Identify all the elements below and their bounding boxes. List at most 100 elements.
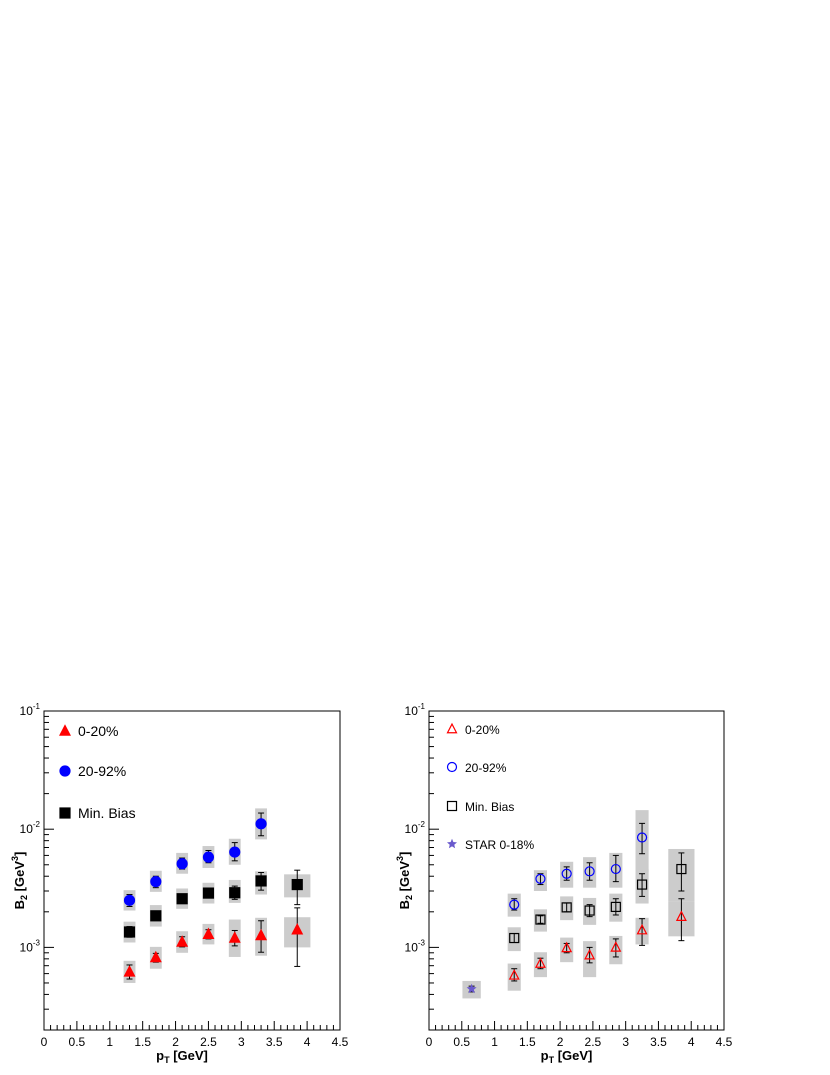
x-axis-title: pT [GeV] [156, 1048, 208, 1065]
x-tick-label: 1.5 [134, 1035, 151, 1049]
data-point [229, 887, 241, 899]
data-point [636, 832, 648, 843]
series-0-20- [123, 907, 304, 980]
data-point [584, 866, 595, 877]
series-min-bias [509, 852, 687, 944]
x-tick-label: 0.5 [453, 1035, 470, 1049]
data-point [229, 846, 241, 858]
y-tick-label: 10-1 [20, 702, 41, 718]
x-axis: 0 0.5 1 1.5 2 2.5 3 3.5 4 4.5 [41, 1021, 349, 1049]
x-tick-label: 4.5 [332, 1035, 349, 1049]
data-point [534, 957, 546, 968]
data-point [202, 887, 215, 899]
x-tick-label: 3 [622, 1035, 629, 1049]
data-point [509, 899, 520, 910]
x-tick-label: 3.5 [266, 1035, 283, 1049]
chart-panel-2: 0 0.5 1 1.5 2 2.5 3 3.5 4 4.5 10-3 10-2 10-1 pT [GeV]… [395, 702, 733, 1065]
data-point [149, 950, 162, 963]
x-tick-label: 0 [426, 1035, 433, 1049]
data-point [466, 983, 477, 994]
x-tick-label: 2 [557, 1035, 564, 1049]
data-point [176, 893, 188, 905]
data-point [610, 941, 622, 952]
data-point [255, 928, 268, 941]
data-point [176, 858, 188, 870]
legend-marker [446, 722, 458, 734]
x-axis: 0 0.5 1 1.5 2 2.5 3 3.5 4 4.5 [426, 1021, 733, 1049]
y-tick-label: 10-2 [405, 820, 426, 836]
y-tick-label: 10-3 [20, 938, 41, 954]
series-star-0-18- [466, 983, 477, 994]
series-20-92- [123, 812, 267, 907]
data-point [584, 905, 595, 916]
legend: 0-20% 20-92% Min. Bias STAR 0-18% [446, 722, 534, 852]
data-point [561, 941, 573, 953]
data-point [202, 851, 215, 863]
x-tick-label: 3 [238, 1035, 245, 1049]
x-tick-label: 1.5 [519, 1035, 536, 1049]
y-tick-label: 10-1 [405, 702, 426, 718]
data-point [291, 922, 304, 935]
y-tick-label: 10-3 [405, 938, 426, 954]
data-point [636, 923, 648, 935]
legend-label: Min. Bias [465, 800, 514, 814]
data-point [636, 879, 648, 890]
data-point [535, 914, 546, 925]
x-tick-label: 4 [304, 1035, 311, 1049]
data-point [150, 910, 162, 922]
series-20-92- [509, 822, 648, 911]
plot-frame [43, 710, 341, 1031]
data-point [561, 902, 572, 913]
legend-marker [446, 800, 458, 812]
x-axis-title: pT [GeV] [541, 1048, 593, 1065]
x-tick-label: 1 [491, 1035, 498, 1049]
legend-marker [446, 761, 458, 773]
x-tick-label: 2.5 [585, 1035, 602, 1049]
data-point [610, 901, 621, 913]
data-point [291, 878, 303, 891]
y-axis-title: B2 [GeV3] [395, 852, 414, 910]
x-tick-label: 0.5 [69, 1035, 86, 1049]
x-tick-label: 2 [172, 1035, 179, 1049]
data-point [509, 932, 520, 944]
x-tick-label: 4.5 [716, 1035, 733, 1049]
legend-marker [59, 765, 71, 777]
systematic-boxes [123, 808, 311, 983]
legend: 0-20% 20-92% Min. Bias [59, 723, 136, 821]
x-tick-label: 4 [688, 1035, 695, 1049]
legend-label: 20-92% [465, 761, 507, 775]
data-point [675, 910, 687, 921]
data-point [202, 927, 215, 940]
chart-panel-1: 0 0.5 1 1.5 2 2.5 3 3.5 4 4.5 10-3 10-2 10-1 pT [GeV]… [10, 702, 349, 1065]
y-axis: 10-3 10-2 10-1 [20, 702, 54, 1031]
series-min-bias [123, 869, 303, 938]
x-tick-label: 1 [106, 1035, 113, 1049]
x-tick-label: 3.5 [650, 1035, 667, 1049]
x-tick-label: 2.5 [200, 1035, 217, 1049]
data-point [123, 894, 136, 906]
data-point [508, 969, 520, 980]
legend-label: 0-20% [78, 723, 118, 739]
y-tick-label: 10-2 [20, 820, 41, 836]
data-point [123, 926, 136, 938]
data-point [255, 818, 267, 830]
legend-marker [446, 838, 458, 849]
data-point [561, 868, 572, 879]
plot-frame [428, 710, 725, 1031]
data-point [150, 876, 162, 888]
legend-label: STAR 0-18% [465, 838, 534, 852]
data-point [176, 935, 189, 947]
data-point [123, 965, 136, 977]
data-point [255, 875, 267, 887]
y-axis-title: B2 [GeV3] [10, 852, 29, 910]
data-point [535, 873, 546, 884]
legend-marker [59, 807, 71, 819]
legend-label: Min. Bias [78, 805, 136, 821]
y-axis: 10-3 10-2 10-1 [405, 702, 439, 1031]
data-point [610, 863, 621, 875]
series-0-20- [508, 898, 687, 982]
legend-label: 0-20% [465, 723, 500, 737]
data-point [584, 948, 596, 960]
legend-label: 20-92% [78, 763, 126, 779]
